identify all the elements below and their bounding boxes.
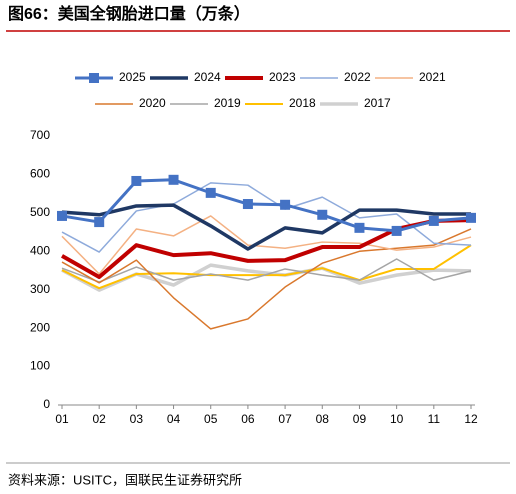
x-tick-label: 01 xyxy=(55,412,69,426)
point-marker xyxy=(205,187,216,198)
point-marker xyxy=(168,174,179,185)
legend-label: 2023 xyxy=(269,70,296,84)
series-line xyxy=(61,215,472,275)
point-marker xyxy=(131,175,142,186)
y-tick-label: 500 xyxy=(30,205,50,219)
x-tick-label: 04 xyxy=(167,412,181,426)
x-tick-label: 11 xyxy=(428,412,441,426)
x-tick-label: 06 xyxy=(241,412,255,426)
legend-label: 2021 xyxy=(419,70,446,84)
y-tick-label: 600 xyxy=(30,167,50,181)
x-tick-label: 10 xyxy=(390,412,404,426)
y-tick-label: 700 xyxy=(30,128,50,142)
point-marker xyxy=(354,222,365,233)
x-tick-label: 07 xyxy=(278,412,292,426)
series-line xyxy=(61,258,472,283)
y-tick-label: 400 xyxy=(30,243,50,257)
legend-label: 2019 xyxy=(214,96,241,110)
point-marker xyxy=(94,217,105,228)
series-line xyxy=(61,203,471,251)
y-tick-label: 200 xyxy=(30,320,50,334)
x-tick-label: 03 xyxy=(130,412,144,426)
source: 资料来源：USITC，国联民生证券研究所 xyxy=(8,472,242,487)
y-tick-label: 0 xyxy=(43,397,50,411)
point-marker xyxy=(57,210,67,221)
legend-label: 2022 xyxy=(344,70,371,84)
point-marker xyxy=(391,225,402,236)
point-marker xyxy=(317,209,328,220)
point-marker xyxy=(280,199,291,210)
chart-title: 图66：美国全钢胎进口量（万条） xyxy=(8,4,250,23)
y-tick-label: 100 xyxy=(30,359,50,373)
series-line xyxy=(61,218,472,280)
legend-marker xyxy=(89,73,99,83)
point-marker xyxy=(466,212,476,223)
legend-label: 2024 xyxy=(194,70,221,84)
legend-label: 2020 xyxy=(139,96,166,110)
x-tick-label: 02 xyxy=(93,412,107,426)
x-tick-label: 09 xyxy=(353,412,367,426)
legend-label: 2025 xyxy=(119,70,146,84)
legend-label: 2017 xyxy=(364,96,391,110)
point-marker xyxy=(428,215,439,226)
legend-label: 2018 xyxy=(289,96,316,110)
series-line xyxy=(61,178,472,233)
series-line xyxy=(61,228,472,330)
x-tick-label: 08 xyxy=(316,412,330,426)
x-tick-label: 05 xyxy=(204,412,218,426)
x-tick-label: 12 xyxy=(464,412,478,426)
y-tick-label: 300 xyxy=(30,282,50,296)
series-line xyxy=(61,182,472,253)
point-marker xyxy=(242,199,253,210)
